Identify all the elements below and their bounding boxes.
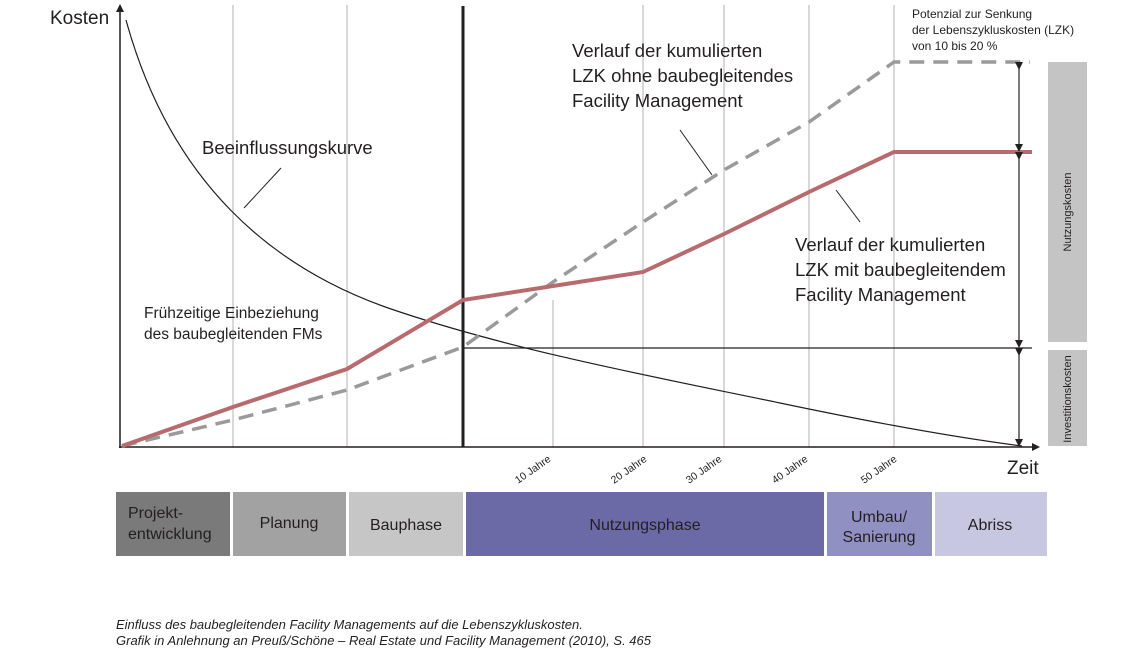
phase-box-planning <box>233 492 346 556</box>
influence-curve <box>125 19 1023 447</box>
caption-line2: Grafik in Anlehnung an Preuß/Schöne – Re… <box>116 633 651 648</box>
phase-label: Projekt- <box>128 505 183 522</box>
year-tick-label: 20 Jahre <box>609 453 649 486</box>
without-fm-label-line2: LZK ohne baubegleitendes <box>572 65 793 86</box>
with-fm-label-line2: LZK mit baubegleitendem <box>795 259 1006 280</box>
caption-line1: Einfluss des baubegleitenden Facility Ma… <box>116 617 583 632</box>
potential-label-line2: der Lebenszykluskosten (LZK) <box>912 23 1074 37</box>
potential-label-line3: von 10 bis 20 % <box>912 39 998 53</box>
influence-curve-label: Beeinflussungskurve <box>202 137 373 158</box>
with-fm-label-line3: Facility Management <box>795 284 966 305</box>
year-tick-label: 10 Jahre <box>513 453 553 486</box>
phase-label: Umbau/ <box>851 509 908 526</box>
phase-label: Abriss <box>968 517 1012 534</box>
without-fm-label-line1: Verlauf der kumulierten <box>572 40 762 61</box>
investment-cost-bar <box>1048 350 1087 446</box>
investment-cost-label: Investitionskosten <box>1062 355 1074 442</box>
phase-label: Bauphase <box>370 517 442 534</box>
phase-box-project <box>116 492 230 556</box>
phase-box-renovation <box>827 492 932 556</box>
grid-lines <box>232 5 895 447</box>
phase-box-demolition <box>935 492 1047 556</box>
series-without-fm <box>121 60 1030 448</box>
potential-label-line1: Potenzial zur Senkung <box>912 7 1032 21</box>
with-fm-label-line1: Verlauf der kumulierten <box>795 234 985 255</box>
leader-line <box>679 129 713 176</box>
series-with-fm <box>121 150 1032 448</box>
phase-bar: Projekt- entwicklung Planung Bauphase Nu… <box>116 492 1047 556</box>
usage-cost-label: Nutzungskosten <box>1062 173 1074 252</box>
phase-label: Sanierung <box>843 529 916 546</box>
year-tick-label: 30 Jahre <box>684 453 724 486</box>
leader-line <box>835 189 861 223</box>
without-fm-label-line3: Facility Management <box>572 90 743 111</box>
phase-label: entwicklung <box>128 526 212 543</box>
phase-label: Planung <box>260 515 319 532</box>
early-involvement-label-line1: Frühzeitige Einbeziehung <box>144 305 319 322</box>
x-axis-label: Zeit <box>1007 458 1039 479</box>
year-tick-label: 50 Jahre <box>859 453 899 486</box>
year-tick-label: 40 Jahre <box>770 453 810 486</box>
leader-line <box>243 167 282 209</box>
y-axis-label: Kosten <box>50 8 109 29</box>
phase-box-use <box>466 492 824 556</box>
usage-cost-bar <box>1048 62 1087 342</box>
phase-box-construction <box>349 492 463 556</box>
early-involvement-label-line2: des baubegleitenden FMs <box>144 326 323 343</box>
phase-label: Nutzungsphase <box>589 517 700 534</box>
